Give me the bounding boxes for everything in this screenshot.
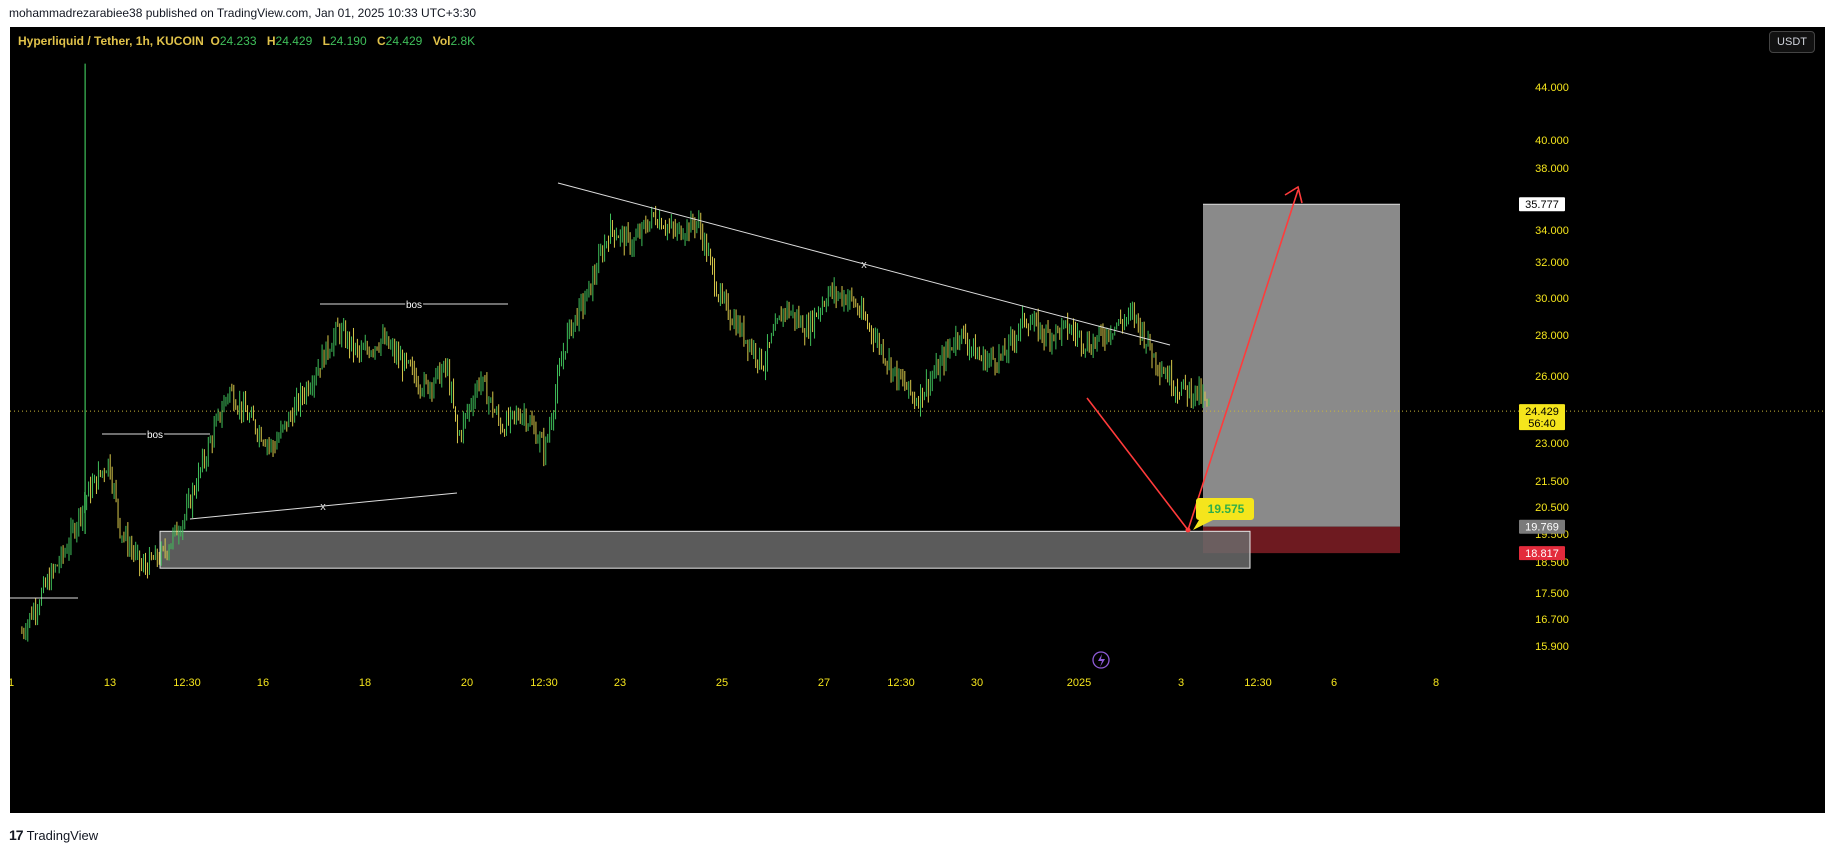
y-tick-11: 20.500 xyxy=(1535,502,1569,514)
long-position-profit-zone xyxy=(1203,204,1400,527)
close-value: 24.429 xyxy=(385,34,423,48)
x-tick-11: 30 xyxy=(971,677,983,689)
y-tick-14: 17.500 xyxy=(1535,588,1569,600)
chart-area[interactable]: x x bos bos 19.575 44.000 40.000 38.000 34.000 32… xyxy=(10,27,1825,813)
y-tick-1: 40.000 xyxy=(1535,135,1569,147)
lightning-icon xyxy=(1092,651,1110,669)
y-tick-0: 44.000 xyxy=(1535,82,1569,94)
volume-label: Vol xyxy=(432,34,451,48)
symbol-name: Hyperliquid / Tether, 1h, KUCOIN xyxy=(18,34,204,48)
x-tick-9: 27 xyxy=(818,677,830,689)
x-tick-1: 13 xyxy=(104,677,116,689)
symbol-legend: Hyperliquid / Tether, 1h, KUCOIN O24.233… xyxy=(18,34,482,48)
price-chart[interactable]: xxbosbos19.57544.00040.00038.00034.00032… xyxy=(10,27,1825,813)
x-tick-10: 12:30 xyxy=(887,677,915,689)
y-tick-4: 34.000 xyxy=(1535,225,1569,237)
y-tick-6: 30.000 xyxy=(1535,293,1569,305)
projection-callout xyxy=(1193,498,1254,530)
projection-arrow-head xyxy=(1284,185,1303,204)
lower-trend-label: x xyxy=(320,501,326,513)
x-tick-15: 6 xyxy=(1331,677,1337,689)
x-tick-0: 1 xyxy=(10,677,14,689)
x-tick-3: 16 xyxy=(257,677,269,689)
y-tick-10: 21.500 xyxy=(1535,476,1569,488)
support-zone-box xyxy=(159,530,1251,569)
y-tick-7: 28.000 xyxy=(1535,330,1569,342)
last-price-tag-bg xyxy=(1519,404,1565,431)
x-tick-6: 12:30 xyxy=(530,677,558,689)
low-value: 24.190 xyxy=(329,34,367,48)
bos-label-1: bos xyxy=(147,430,163,441)
x-tick-7: 23 xyxy=(614,677,626,689)
high-value: 24.429 xyxy=(275,34,313,48)
upper-trend-line xyxy=(557,182,1171,346)
y-tick-2: 38.000 xyxy=(1535,163,1569,175)
target-price-tag: 35.777 xyxy=(1525,199,1559,211)
lower-trend-line xyxy=(189,492,458,520)
high-label: H xyxy=(266,34,276,48)
y-tick-16: 15.900 xyxy=(1535,641,1569,653)
projection-callout-label: 19.575 xyxy=(1208,502,1245,516)
brand-name: TradingView xyxy=(26,827,99,843)
open-label: O xyxy=(210,34,220,48)
x-tick-8: 25 xyxy=(716,677,728,689)
tradingview-logo-icon: 17 xyxy=(9,827,24,843)
entry-price-tag-bg xyxy=(1519,519,1565,534)
y-tick-5: 32.000 xyxy=(1535,257,1569,269)
lightning-icon-bolt xyxy=(1098,654,1105,667)
last-price-tag: 24.429 xyxy=(1525,406,1559,418)
x-tick-2: 12:30 xyxy=(173,677,201,689)
published-caption: mohammadrezarabiee38 published on Tradin… xyxy=(9,6,477,20)
bos-label-2: bos xyxy=(406,300,422,311)
target-price-tag-bg xyxy=(1519,197,1565,212)
entry-price-tag: 19.769 xyxy=(1525,522,1559,534)
stop-price-tag: 18.817 xyxy=(1525,548,1559,560)
footer-brand: 17 TradingView xyxy=(9,827,98,843)
upper-trend-label: x xyxy=(861,259,867,271)
projection-low-dot xyxy=(1185,527,1191,533)
x-tick-13: 3 xyxy=(1178,677,1184,689)
volume-value: 2.8K xyxy=(450,34,476,48)
x-tick-4: 18 xyxy=(359,677,371,689)
y-tick-15: 16.700 xyxy=(1535,614,1569,626)
x-tick-5: 20 xyxy=(461,677,473,689)
low-label: L xyxy=(322,34,330,48)
stop-price-tag-bg xyxy=(1519,546,1565,561)
close-label: C xyxy=(376,34,386,48)
currency-button[interactable]: USDT xyxy=(1769,31,1815,53)
y-tick-8: 26.000 xyxy=(1535,371,1569,383)
x-tick-16: 8 xyxy=(1433,677,1439,689)
x-tick-12: 2025 xyxy=(1067,677,1091,689)
x-tick-14: 12:30 xyxy=(1244,677,1272,689)
y-tick-9: 23.000 xyxy=(1535,438,1569,450)
open-value: 24.233 xyxy=(219,34,257,48)
countdown-tag: 56:40 xyxy=(1528,418,1556,430)
